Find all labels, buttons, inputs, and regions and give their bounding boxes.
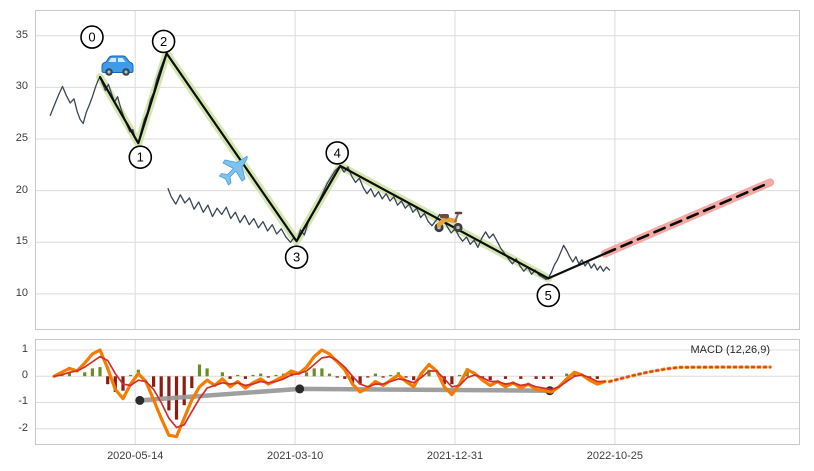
macd-forecast-outer [607, 365, 772, 384]
x-tick-label: 2022-10-25 [586, 450, 643, 462]
x-tick-label: 2021-12-31 [426, 450, 484, 462]
svg-text:4: 4 [334, 145, 341, 160]
forecast-dashed [603, 181, 772, 255]
signal-line [53, 355, 606, 429]
wave-label-5: 5 [536, 283, 561, 308]
svg-text:1: 1 [137, 150, 144, 165]
x-tick-label: 2020-05-14 [107, 450, 164, 462]
svg-text:3: 3 [293, 250, 300, 265]
y-tick-label: 0 [21, 369, 28, 382]
wave-label-4: 4 [325, 141, 350, 165]
macd-grid [35, 339, 800, 445]
macd-forecast [608, 366, 772, 383]
x-tick-label: 2021-03-10 [266, 450, 324, 462]
y-tick-label: 15 [15, 235, 28, 248]
svg-text:2: 2 [160, 34, 167, 49]
y-tick-label: 20 [15, 183, 28, 196]
y-tick-label: 10 [15, 286, 28, 299]
price-panel: 0 1 2 3 4 5 [35, 10, 800, 330]
svg-text:0: 0 [88, 30, 95, 45]
scooter-icon [431, 204, 465, 239]
car-icon [98, 50, 136, 85]
wave-label-0: 0 [80, 25, 104, 49]
price-grid [35, 10, 800, 330]
macd-indicator-label: MACD (12,26,9) [690, 344, 770, 356]
wave-label-2: 2 [151, 29, 176, 54]
y-tick-label: 30 [15, 80, 28, 93]
plane-icon [212, 153, 250, 196]
wave-label-1: 1 [128, 145, 153, 169]
macd-panel [35, 339, 800, 445]
y-tick-label: 25 [15, 132, 28, 145]
svg-text:5: 5 [545, 288, 552, 303]
y-tick-label: 35 [15, 28, 28, 41]
wave-label-3: 3 [284, 245, 309, 269]
y-tick-label: -1 [18, 395, 28, 408]
y-tick-label: -2 [18, 421, 28, 434]
macd-line [52, 348, 607, 439]
elliott-wave-line [98, 52, 550, 280]
y-tick-label: 1 [21, 343, 28, 356]
forecast-solid [547, 252, 607, 280]
price [49, 52, 611, 281]
